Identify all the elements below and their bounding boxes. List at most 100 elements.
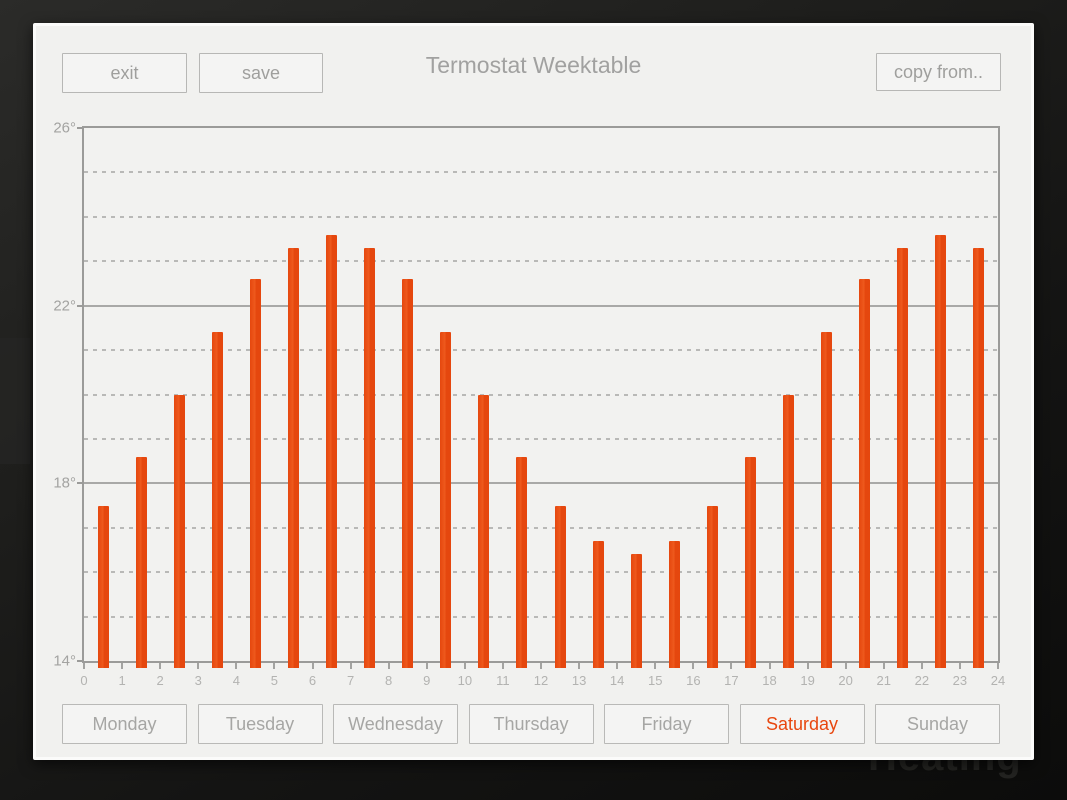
- temperature-bar-hour-0[interactable]: [97, 505, 109, 668]
- background-glow: [0, 338, 30, 464]
- temperature-bar-hour-11[interactable]: [516, 456, 528, 668]
- x-axis-label-11: 11: [496, 673, 510, 688]
- x-axis-tick-5: [273, 663, 276, 669]
- temperature-bar-hour-22[interactable]: [935, 234, 947, 668]
- x-axis-tick-19: [806, 663, 809, 669]
- temperature-bar-hour-23[interactable]: [973, 247, 985, 668]
- x-axis: 0 1 2 3 4 5 6 7 8 9 10 11 12 13 14 15 16 17 18 19 20 21 22 23 24: [80, 663, 1005, 693]
- x-axis-tick-21: [882, 663, 885, 669]
- gridline-solid-22: [84, 304, 998, 307]
- temperature-bar-hour-18[interactable]: [783, 394, 795, 668]
- x-axis-tick-3: [197, 663, 200, 669]
- x-axis-label-3: 3: [194, 673, 202, 688]
- temperature-bar-hour-14[interactable]: [630, 554, 642, 668]
- x-axis-tick-14: [616, 663, 619, 669]
- y-axis-tick-18: [77, 482, 83, 485]
- temperature-bar-hour-12[interactable]: [554, 505, 566, 668]
- day-tab-monday[interactable]: Monday: [62, 704, 187, 744]
- plot-area: [82, 126, 1000, 668]
- temperature-bar-hour-16[interactable]: [706, 505, 718, 668]
- temperature-bar-hour-3[interactable]: [211, 332, 223, 668]
- day-tab-friday[interactable]: Friday: [604, 704, 729, 744]
- gridline-dashed-24: [84, 215, 998, 218]
- x-axis-label-17: 17: [724, 673, 739, 688]
- gridline-dashed-17: [84, 526, 998, 529]
- x-axis-label-21: 21: [876, 673, 891, 688]
- temperature-bar-hour-20[interactable]: [859, 279, 871, 668]
- x-axis-tick-22: [920, 663, 923, 669]
- x-axis-tick-1: [121, 663, 124, 669]
- gridline-dashed-16: [84, 571, 998, 574]
- x-axis-tick-10: [463, 663, 466, 669]
- x-axis-label-13: 13: [571, 673, 587, 688]
- x-axis-label-14: 14: [609, 673, 625, 688]
- temperature-bar-hour-8[interactable]: [402, 279, 414, 668]
- y-axis-labels: 26° 22° 18° 14°: [36, 26, 83, 763]
- x-axis-label-5: 5: [270, 673, 279, 688]
- day-tab-saturday[interactable]: Saturday: [739, 704, 865, 744]
- save-button[interactable]: save: [199, 53, 323, 93]
- gridline-dashed-20: [84, 393, 998, 396]
- temperature-bar-hour-10[interactable]: [478, 394, 490, 668]
- gridline-solid-18: [84, 482, 998, 485]
- temperature-bar-hour-5[interactable]: [287, 247, 299, 668]
- y-axis-label-22: 22°: [53, 297, 76, 315]
- x-axis-label-0: 0: [80, 673, 88, 688]
- day-tab-sunday[interactable]: Sunday: [875, 704, 1000, 744]
- x-axis-label-24: 24: [990, 673, 1006, 688]
- temperature-bar-hour-21[interactable]: [897, 247, 909, 668]
- gridline-dashed-19: [84, 437, 998, 440]
- x-axis-label-6: 6: [308, 673, 317, 688]
- y-axis-label-26: 26°: [53, 119, 76, 137]
- temperature-bar-hour-15[interactable]: [668, 541, 680, 668]
- y-axis-label-14: 14°: [53, 652, 76, 670]
- x-axis-label-16: 16: [686, 673, 701, 688]
- temperature-bar-hour-19[interactable]: [821, 332, 833, 668]
- y-axis-label-18: 18°: [53, 474, 76, 492]
- x-axis-label-18: 18: [762, 673, 777, 688]
- x-axis-label-23: 23: [952, 673, 968, 688]
- copy-from-button[interactable]: copy from..: [876, 53, 1001, 91]
- x-axis-tick-6: [311, 663, 314, 669]
- x-axis-tick-17: [730, 663, 733, 669]
- x-axis-tick-24: [997, 663, 999, 669]
- temperature-bar-hour-4[interactable]: [249, 279, 261, 668]
- x-axis-tick-20: [844, 663, 847, 669]
- day-tab-thursday[interactable]: Thursday: [468, 704, 594, 744]
- day-tab-wednesday[interactable]: Wednesday: [333, 704, 458, 744]
- gridline-dashed-25: [84, 171, 998, 174]
- x-axis-label-20: 20: [838, 673, 853, 688]
- x-axis-label-8: 8: [385, 673, 393, 688]
- y-axis-tick-14: [77, 660, 83, 662]
- x-axis-label-9: 9: [423, 673, 431, 688]
- x-axis-label-2: 2: [156, 673, 164, 688]
- x-axis-tick-18: [768, 663, 771, 669]
- exit-button[interactable]: exit: [62, 53, 187, 93]
- x-axis-tick-12: [540, 663, 542, 669]
- x-axis-label-22: 22: [914, 673, 930, 688]
- thermostat-weektable-panel: exit save Termostat Weektable copy from.…: [33, 23, 1034, 760]
- temperature-bar-hour-7[interactable]: [364, 247, 376, 668]
- x-axis-label-15: 15: [648, 673, 663, 688]
- temperature-bar-hour-9[interactable]: [440, 332, 452, 668]
- temperature-bar-hour-6[interactable]: [326, 234, 338, 668]
- x-axis-label-12: 12: [533, 673, 549, 688]
- day-tab-tuesday[interactable]: Tuesday: [197, 704, 323, 744]
- gridline-dashed-15: [84, 615, 998, 618]
- x-axis-label-10: 10: [457, 673, 473, 688]
- y-axis-tick-22: [77, 304, 83, 307]
- x-axis-tick-2: [159, 663, 162, 669]
- x-axis-tick-15: [654, 663, 657, 669]
- temperature-bar-hour-17[interactable]: [744, 456, 756, 668]
- y-axis-tick-26: [77, 127, 83, 129]
- x-axis-tick-8: [387, 663, 390, 669]
- temperature-bar-hour-2[interactable]: [173, 394, 185, 668]
- temperature-bar-hour-1[interactable]: [135, 456, 147, 668]
- x-axis-tick-9: [425, 663, 428, 669]
- gridline-dashed-21: [84, 349, 998, 352]
- x-axis-label-7: 7: [346, 673, 355, 688]
- temperature-bar-hour-13[interactable]: [592, 541, 604, 668]
- gridline-dashed-23: [84, 260, 998, 263]
- x-axis-tick-23: [958, 663, 961, 669]
